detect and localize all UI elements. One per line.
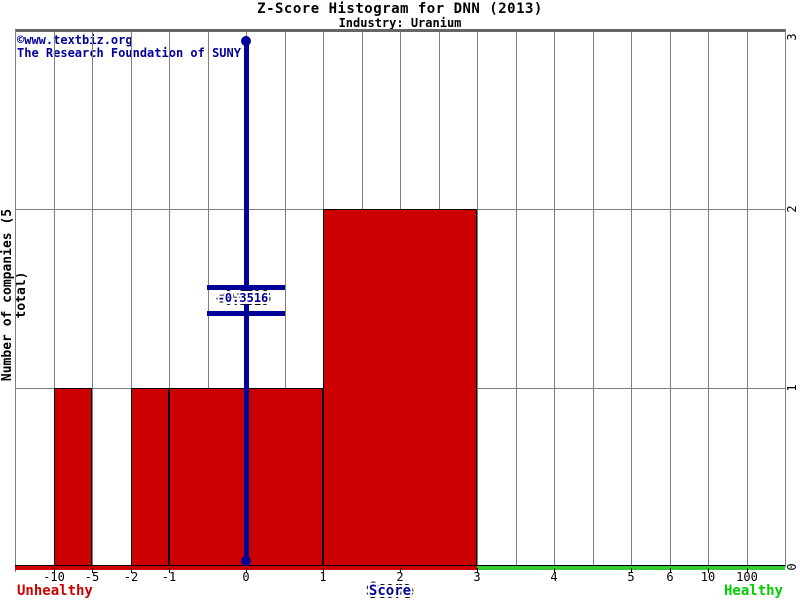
zscore-marker-line: [244, 38, 249, 562]
x-tick-label: 0: [242, 570, 250, 584]
y-tick-label-right: 3: [785, 33, 799, 41]
zscore-marker-dot-top: [241, 36, 251, 46]
gridline-vertical: [593, 32, 594, 565]
x-tick-label: 100: [736, 570, 758, 584]
zscore-marker-crossbar-upper: [207, 285, 285, 290]
y-tick-label-right: 2: [785, 205, 799, 213]
x-tick-mark: [554, 568, 555, 573]
x-tick-mark: [708, 568, 709, 573]
x-tick-mark: [477, 568, 478, 573]
histogram-bar: [131, 388, 169, 570]
watermark-org: The Research Foundation of SUNY: [17, 46, 241, 60]
x-tick-mark: [92, 568, 93, 573]
x-tick-mark: [131, 568, 132, 573]
unhealthy-label: Unhealthy: [17, 583, 93, 599]
x-tick-label: 3: [473, 570, 481, 584]
gridline-vertical: [670, 32, 671, 565]
gridline-vertical: [285, 32, 286, 565]
zscore-marker-dot-bottom: [241, 556, 251, 566]
plot-border-left: [15, 30, 16, 572]
plot-border-right: [785, 30, 786, 567]
gridline-vertical: [208, 32, 209, 565]
y-axis-label: Number of companies (5 total): [0, 208, 29, 382]
y-tick-label-right: 0: [785, 563, 799, 571]
gridline-vertical: [631, 32, 632, 565]
histogram-bar: [323, 209, 477, 570]
x-tick-mark: [670, 568, 671, 573]
x-tick-label: -5: [84, 570, 100, 584]
x-tick-mark: [169, 568, 170, 573]
x-tick-label: 5: [627, 570, 635, 584]
healthy-label: Healthy: [723, 583, 783, 599]
x-tick-label: -2: [123, 570, 139, 584]
plot-border-top: [15, 29, 786, 32]
x-tick-label: 2: [396, 570, 404, 584]
gridline-vertical: [92, 32, 93, 565]
x-tick-label: 4: [550, 570, 558, 584]
x-tick-label: 1: [319, 570, 327, 584]
gridline-vertical: [131, 32, 132, 565]
x-tick-mark: [400, 568, 401, 573]
x-tick-mark: [54, 568, 55, 573]
histogram-bar: [54, 388, 92, 570]
zscore-marker-value: -0.3516: [217, 291, 269, 305]
axis-segment-healthy: [477, 565, 785, 570]
gridline-vertical: [747, 32, 748, 565]
x-tick-label: 6: [666, 570, 674, 584]
gridline-vertical: [169, 32, 170, 565]
x-tick-label: 10: [700, 570, 716, 584]
x-tick-label: -10: [43, 570, 65, 584]
x-tick-mark: [747, 568, 748, 573]
gridline-vertical: [554, 32, 555, 565]
x-tick-mark: [631, 568, 632, 573]
x-tick-label: -1: [161, 570, 177, 584]
x-tick-mark: [246, 568, 247, 573]
x-axis-label: Score: [368, 583, 412, 599]
zscore-marker-crossbar-lower: [207, 311, 285, 316]
gridline-vertical: [54, 32, 55, 565]
x-tick-mark: [323, 568, 324, 573]
chart-title: Z-Score Histogram for DNN (2013): [257, 1, 543, 17]
watermark-url: ©www.textbiz.org: [17, 33, 133, 47]
gridline-vertical: [516, 32, 517, 565]
chart-subtitle: Industry: Uranium: [338, 16, 462, 30]
gridline-vertical: [708, 32, 709, 565]
gridline-vertical: [477, 32, 478, 565]
y-tick-label-right: 1: [785, 384, 799, 392]
